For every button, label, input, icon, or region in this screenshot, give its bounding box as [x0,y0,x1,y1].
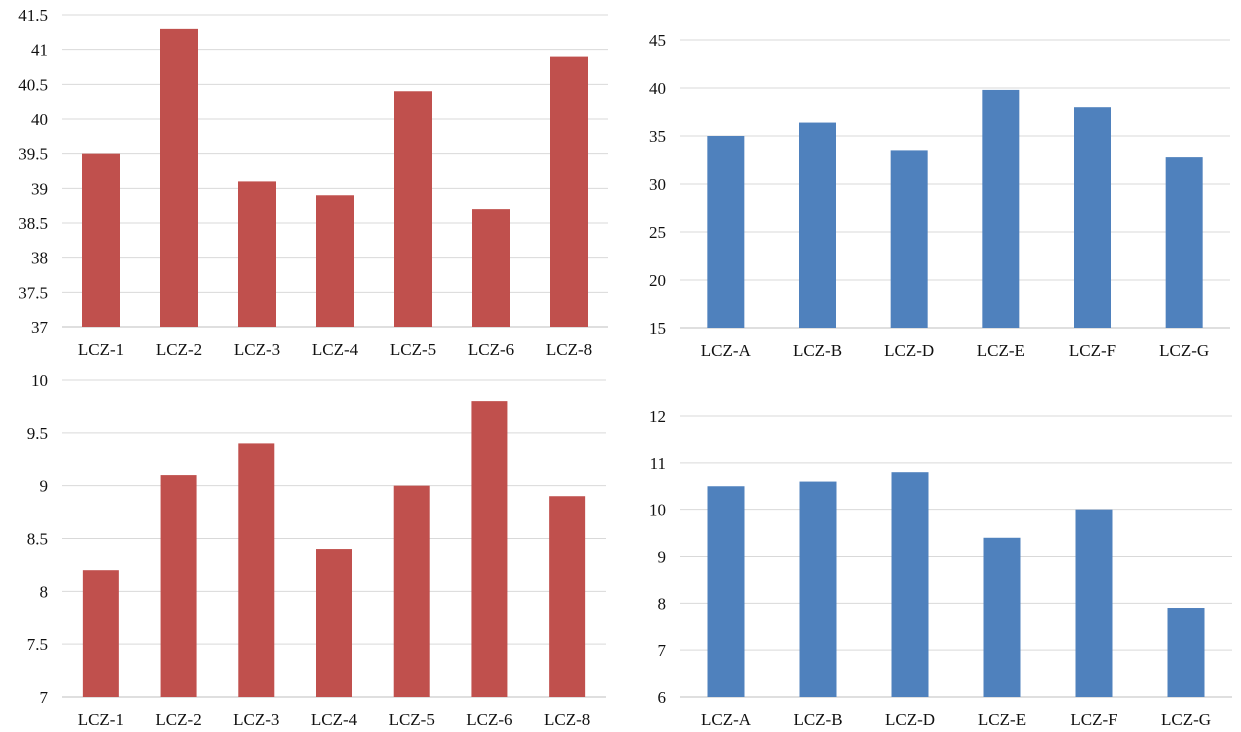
x-tick-label: LCZ-3 [234,340,280,359]
bar [160,28,198,327]
bar [82,153,120,327]
bar [1165,157,1203,328]
bar [160,475,197,697]
y-tick-label: 39 [31,179,48,198]
x-tick-label: LCZ-6 [468,340,514,359]
y-tick-label: 37 [31,318,49,337]
y-tick-label: 7.5 [27,635,48,654]
x-tick-label: LCZ-D [884,341,934,360]
x-tick-label: LCZ-A [701,710,752,729]
chart-bottom-left: 7 7.5 8 8.5 9 9.5 10 LCZ-1 LCZ-2 LCZ-3 LCZ-4 LCZ-5 L… [27,371,606,729]
x-tick-label: LCZ-6 [466,710,512,729]
x-tick-label: LCZ-A [701,341,752,360]
bar [891,472,929,697]
y-tick-label: 8 [40,582,49,601]
x-tick-label: LCZ-E [977,341,1025,360]
y-tick-label: 40.5 [18,75,48,94]
y-tick-label: 8.5 [27,530,48,549]
bar [549,496,586,697]
x-tick-label: LCZ-3 [233,710,279,729]
x-tick-label: LCZ-F [1070,710,1117,729]
y-tick-label: 7 [40,688,49,707]
x-tick-label: LCZ-5 [390,340,436,359]
y-tick-label: 25 [649,223,666,242]
x-tick-label: LCZ-2 [155,710,201,729]
x-tick-label: LCZ-G [1161,710,1211,729]
bar [707,486,745,697]
bar [890,150,928,328]
bar [82,570,119,697]
x-tick-label: LCZ-F [1069,341,1116,360]
chart-top-right: 15 20 25 30 35 40 45 LCZ-A LCZ-B LCZ-D LCZ-E LCZ-F L… [649,31,1230,360]
x-tick-label: LCZ-E [978,710,1026,729]
x-tick-label: LCZ-4 [311,710,358,729]
bar [238,443,275,697]
bar [316,549,352,697]
bar [471,401,508,697]
bar [393,485,430,697]
bar [799,122,836,328]
y-tick-label: 41 [31,41,48,60]
bar [316,195,354,327]
y-tick-label: 10 [649,501,666,520]
y-tick-label: 12 [649,407,666,426]
x-tick-label: LCZ-4 [312,340,359,359]
x-tick-label: LCZ-8 [546,340,592,359]
x-tick-label: LCZ-8 [544,710,590,729]
x-tick-label: LCZ-B [793,341,842,360]
y-tick-label: 45 [649,31,666,50]
y-tick-label: 9.5 [27,424,48,443]
x-tick-label: LCZ-B [793,710,842,729]
y-tick-label: 9 [40,477,49,496]
bar [394,91,432,328]
bar [799,481,837,697]
y-tick-label: 39.5 [18,145,48,164]
y-tick-label: 8 [658,594,667,613]
y-tick-label: 30 [649,175,666,194]
chart-bottom-right: 6 7 8 9 10 11 12 LCZ-A LCZ-B LCZ-D LCZ-E LCZ-F LCZ-G [649,407,1232,729]
bar [238,181,276,327]
bar [1167,608,1205,697]
y-tick-label: 40 [31,110,48,129]
y-tick-label: 38.5 [18,214,48,233]
bar [983,537,1021,697]
y-tick-label: 38 [31,249,48,268]
y-tick-label: 20 [649,271,666,290]
y-tick-label: 7 [658,641,667,660]
bar [1075,509,1113,697]
x-tick-label: LCZ-5 [389,710,435,729]
bar [1074,107,1111,328]
y-tick-label: 40 [649,79,666,98]
y-tick-label: 10 [31,371,48,390]
y-tick-label: 37.5 [18,283,48,302]
bar [707,136,745,328]
y-tick-label: 6 [658,688,667,707]
x-tick-label: LCZ-2 [156,340,202,359]
y-tick-label: 41.5 [18,6,48,25]
bar [472,209,510,327]
x-tick-label: LCZ-1 [78,710,124,729]
y-tick-label: 15 [649,319,666,338]
x-tick-label: LCZ-G [1159,341,1209,360]
bar [982,89,1020,328]
y-tick-label: 11 [650,454,666,473]
y-tick-label: 9 [658,548,667,567]
y-tick-label: 35 [649,127,666,146]
bar [550,56,588,327]
x-tick-label: LCZ-1 [78,340,124,359]
x-tick-label: LCZ-D [885,710,935,729]
chart-top-left: 37 37.5 38 38.5 39 39.5 40 40.5 41 41.5 LCZ-1 LCZ-2… [18,6,608,359]
